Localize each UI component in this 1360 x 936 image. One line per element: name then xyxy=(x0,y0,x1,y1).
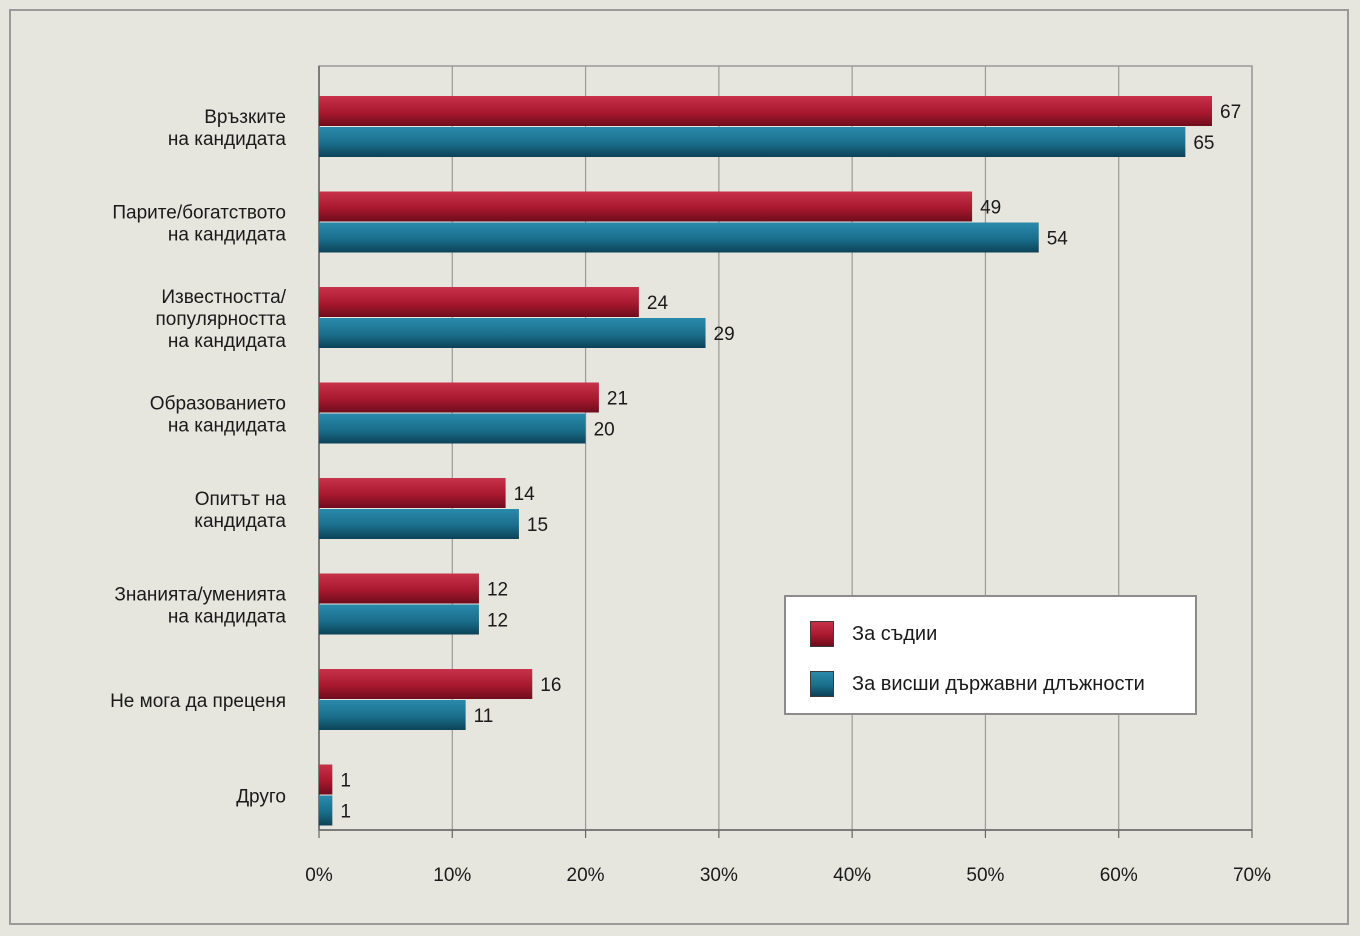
x-tick-label: 60% xyxy=(1100,865,1138,886)
value-label-officials: 1 xyxy=(340,802,351,823)
bar-officials xyxy=(319,700,466,730)
category-label: Знанията/уменията на кандидата xyxy=(114,585,286,628)
bars xyxy=(319,96,1213,826)
legend-item-judges: За съдии xyxy=(810,619,937,649)
category-label: Връзките на кандидата xyxy=(168,107,287,150)
bar-officials xyxy=(319,604,479,635)
bar-officials xyxy=(319,509,519,539)
bar-judges xyxy=(319,573,479,604)
x-tick-label: 20% xyxy=(567,865,605,886)
legend: За съдии За висши държавни длъжности xyxy=(784,595,1197,715)
bar-judges xyxy=(319,96,1213,126)
x-tick-label: 10% xyxy=(433,865,471,886)
chart-frame xyxy=(9,9,1349,925)
legend-label-judges: За съдии xyxy=(852,622,938,645)
category-label: Известността/популярността на кандидата xyxy=(156,287,287,352)
value-label-judges: 1 xyxy=(340,771,351,792)
category-label: Парите/богатството на кандидата xyxy=(112,203,286,246)
value-label-officials: 29 xyxy=(714,324,735,345)
x-tick-label: 30% xyxy=(700,865,738,886)
category-label: Не мога да преценя xyxy=(110,691,286,712)
bar-officials xyxy=(319,222,1039,253)
bar-judges xyxy=(319,764,333,795)
bar-judges xyxy=(319,382,599,413)
bar-officials xyxy=(319,318,706,348)
bar-officials xyxy=(319,413,586,444)
value-label-officials: 12 xyxy=(487,611,508,632)
legend-label-officials: За висши държавни длъжности xyxy=(852,672,1145,695)
bar-judges xyxy=(319,478,506,508)
value-label-judges: 14 xyxy=(514,484,536,505)
bar-judges xyxy=(319,669,533,699)
x-tick-label: 40% xyxy=(833,865,871,886)
x-tick-label: 0% xyxy=(305,865,333,886)
category-labels: Връзките на кандидата Парите/богатството на… xyxy=(110,107,287,808)
bar-judges xyxy=(319,191,973,222)
category-label: Опитът на кандидата xyxy=(194,489,286,532)
value-label-officials: 15 xyxy=(527,515,548,536)
value-label-officials: 20 xyxy=(594,420,615,441)
value-label-officials: 65 xyxy=(1193,133,1214,154)
bar-officials xyxy=(319,795,333,826)
x-tick-label: 70% xyxy=(1233,865,1271,886)
category-label: Друго xyxy=(236,787,286,808)
value-label-judges: 24 xyxy=(647,293,669,314)
value-label-judges: 21 xyxy=(607,389,628,410)
x-tick-label: 50% xyxy=(966,865,1004,886)
bar-judges xyxy=(319,287,639,317)
value-label-judges: 16 xyxy=(540,675,561,696)
value-label-judges: 49 xyxy=(980,198,1001,219)
value-label-officials: 11 xyxy=(474,706,494,727)
bar-officials xyxy=(319,127,1186,157)
value-label-judges: 12 xyxy=(487,580,508,601)
category-label: Образованието на кандидата xyxy=(150,394,287,437)
value-label-judges: 67 xyxy=(1220,102,1241,123)
legend-swatch-judges xyxy=(810,621,834,647)
x-axis: 0% 10% 20% 30% 40% 50% 60% 70% xyxy=(305,829,1271,886)
legend-swatch-officials xyxy=(810,671,834,697)
value-label-officials: 54 xyxy=(1047,229,1069,250)
legend-item-officials: За висши държавни длъжности xyxy=(810,669,1145,699)
